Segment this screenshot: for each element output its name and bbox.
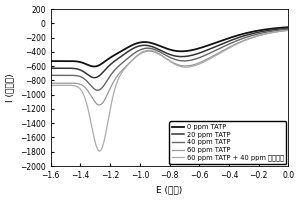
0 ppm TATP (256, 29, 260, 32)
40 ppm TATP (140, 48, 144, 50)
60 ppm TATP + 40 ppm 过氧化氢 (282, 30, 286, 32)
40 ppm TATP (256, 33, 260, 35)
Line: 60 ppm TATP: 60 ppm TATP (51, 30, 288, 105)
0 ppm TATP (90, 65, 94, 67)
X-axis label: E (伏特): E (伏特) (156, 185, 183, 194)
40 ppm TATP (286, 28, 290, 30)
Legend: 0 ppm TATP, 20 ppm TATP, 40 ppm TATP, 60 ppm TATP, 60 ppm TATP + 40 ppm 过氧化氢: 0 ppm TATP, 20 ppm TATP, 40 ppm TATP, 60… (169, 121, 286, 164)
60 ppm TATP + 40 ppm 过氧化氢 (150, 49, 154, 52)
60 ppm TATP (150, 50, 154, 53)
60 ppm TATP + 40 ppm 过氧化氢 (76, 86, 80, 88)
60 ppm TATP + 40 ppm 过氧化氢 (286, 29, 290, 32)
0 ppm TATP (282, 26, 286, 29)
40 ppm TATP (49, 74, 52, 77)
60 ppm TATP (256, 34, 260, 37)
20 ppm TATP (286, 27, 290, 29)
0 ppm TATP (140, 41, 144, 43)
40 ppm TATP (96, 89, 99, 91)
60 ppm TATP (76, 82, 80, 85)
60 ppm TATP (49, 82, 52, 84)
60 ppm TATP + 40 ppm 过氧化氢 (90, 126, 94, 129)
Line: 20 ppm TATP: 20 ppm TATP (51, 28, 288, 78)
60 ppm TATP (140, 52, 144, 54)
Line: 60 ppm TATP + 40 ppm 过氧化氢: 60 ppm TATP + 40 ppm 过氧化氢 (51, 30, 288, 151)
Line: 40 ppm TATP: 40 ppm TATP (51, 29, 288, 90)
20 ppm TATP (256, 31, 260, 33)
60 ppm TATP + 40 ppm 过氧化氢 (256, 35, 260, 37)
60 ppm TATP + 40 ppm 过氧化氢 (98, 150, 101, 152)
40 ppm TATP (150, 48, 154, 50)
Line: 0 ppm TATP: 0 ppm TATP (51, 27, 288, 67)
20 ppm TATP (76, 68, 80, 70)
20 ppm TATP (49, 67, 52, 69)
60 ppm TATP (98, 104, 101, 106)
40 ppm TATP (76, 75, 80, 77)
0 ppm TATP (92, 65, 96, 68)
60 ppm TATP + 40 ppm 过氧化氢 (140, 51, 144, 53)
0 ppm TATP (76, 60, 80, 63)
20 ppm TATP (150, 46, 154, 48)
0 ppm TATP (49, 60, 52, 62)
Y-axis label: I (微安培): I (微安培) (6, 73, 15, 102)
40 ppm TATP (90, 86, 94, 88)
40 ppm TATP (282, 28, 286, 31)
0 ppm TATP (150, 42, 154, 44)
60 ppm TATP + 40 ppm 过氧化氢 (49, 84, 52, 87)
60 ppm TATP (282, 30, 286, 32)
60 ppm TATP (286, 29, 290, 31)
20 ppm TATP (90, 76, 94, 78)
20 ppm TATP (140, 44, 144, 47)
60 ppm TATP (90, 96, 94, 99)
0 ppm TATP (286, 26, 290, 28)
20 ppm TATP (282, 27, 286, 30)
20 ppm TATP (93, 76, 96, 79)
